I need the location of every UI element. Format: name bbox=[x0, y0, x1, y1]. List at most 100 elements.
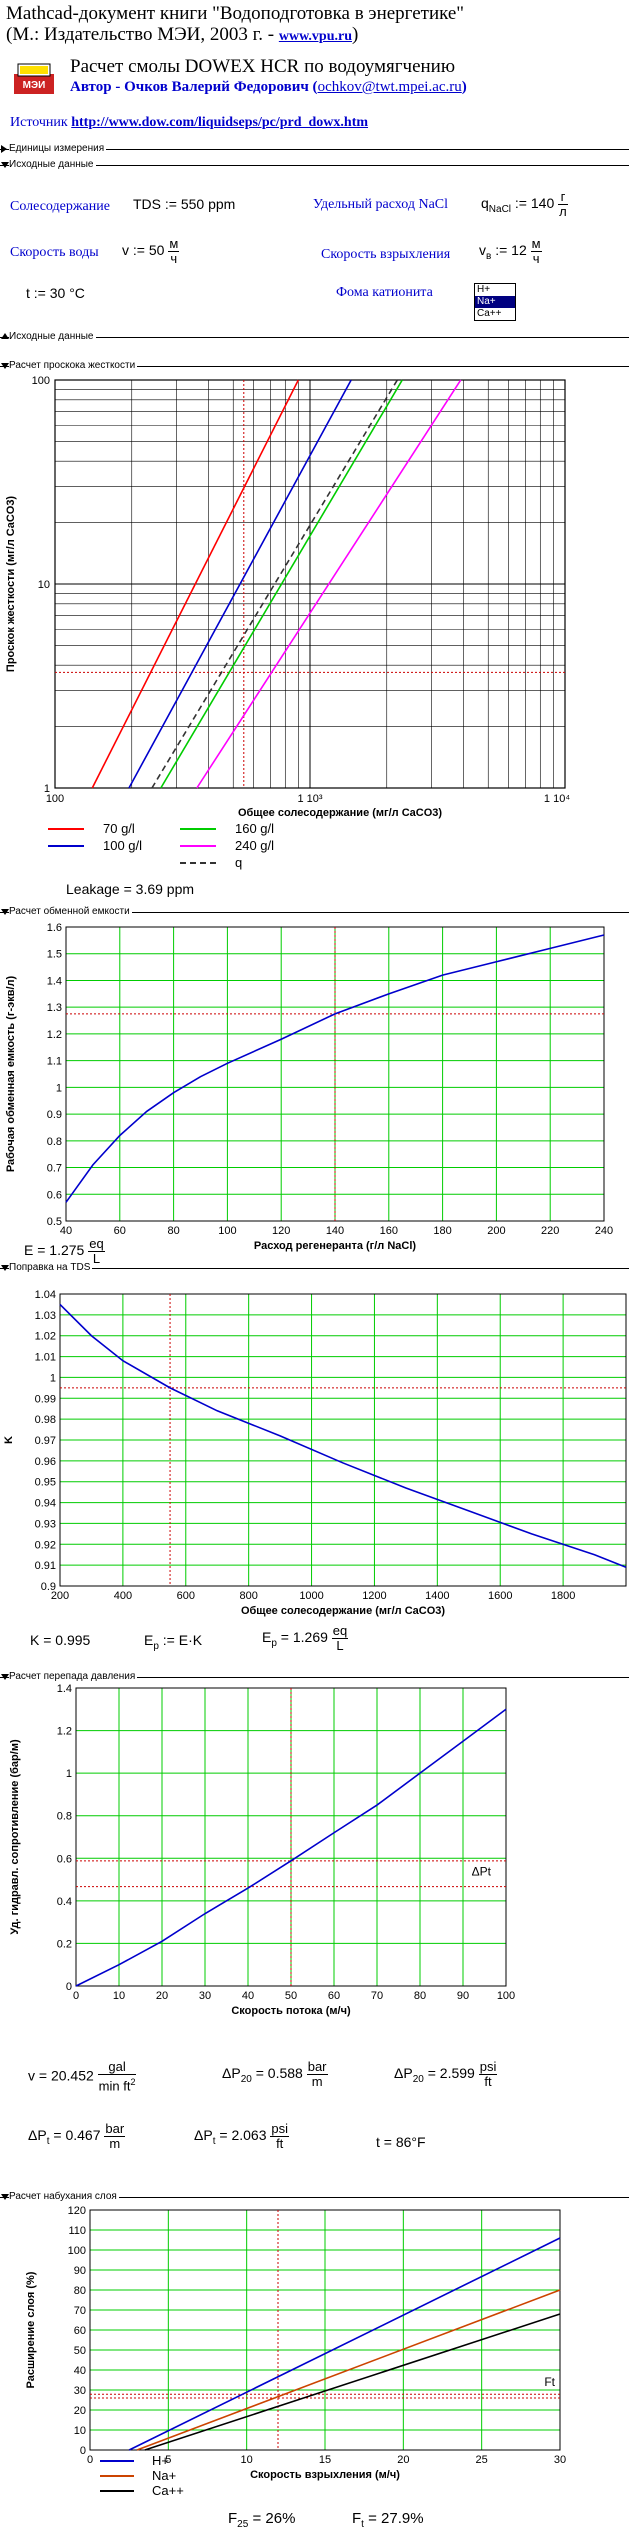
chart-annotation: ΔPt bbox=[472, 1864, 492, 1878]
y-tick-label: 0.2 bbox=[57, 1938, 72, 1950]
x-tick-label: 60 bbox=[114, 1225, 126, 1237]
cation-option-h[interactable]: H+ bbox=[475, 284, 515, 296]
y-tick-label: 0.97 bbox=[35, 1435, 56, 1447]
x-tick-label: 1400 bbox=[425, 1590, 449, 1602]
x-tick-label: 15 bbox=[319, 2454, 331, 2466]
source-label: Источник bbox=[10, 115, 71, 130]
section-units[interactable]: Единицы измерения bbox=[0, 142, 629, 156]
y-tick-label: 0.8 bbox=[47, 1136, 62, 1148]
x-axis-label: Скорость потока (м/ч) bbox=[231, 2005, 351, 2017]
x-tick-label: 120 bbox=[272, 1225, 290, 1237]
y-tick-label: 1.4 bbox=[57, 1683, 72, 1695]
y-tick-label: 1.2 bbox=[47, 1029, 62, 1041]
legend-label: 240 g/l bbox=[235, 838, 274, 853]
source-line: Источник http://www.dow.com/liquidseps/p… bbox=[10, 115, 368, 131]
x-tick-label: 240 bbox=[595, 1225, 613, 1237]
K-result: K = 0.995 bbox=[30, 1632, 90, 1648]
expand-arrow-icon[interactable] bbox=[1, 363, 9, 369]
y-tick-label: 120 bbox=[68, 2205, 86, 2217]
cation-option-na[interactable]: Na+ bbox=[475, 296, 515, 308]
y-tick-label: 100 bbox=[32, 375, 50, 387]
temp-expression[interactable]: t := 30 °C bbox=[26, 285, 85, 301]
y-tick-label: 0.93 bbox=[35, 1518, 56, 1530]
nacl-label: Удельный расход NaCl bbox=[313, 197, 448, 213]
y-tick-label: 0.95 bbox=[35, 1477, 56, 1489]
y-tick-label: 1.4 bbox=[47, 975, 62, 987]
x-tick-label: 70 bbox=[371, 1990, 383, 2002]
y-tick-label: 0 bbox=[80, 2445, 86, 2457]
x-axis-label: Общее солесодержание (мг/л CaCO3) bbox=[238, 807, 442, 819]
chart-annotation: Ft bbox=[544, 2375, 555, 2389]
y-tick-label: 10 bbox=[38, 579, 50, 591]
y-tick-label: 0.8 bbox=[57, 1811, 72, 1823]
tds-unit: ppm bbox=[208, 196, 235, 212]
source-link[interactable]: http://www.dow.com/liquidseps/pc/prd_dow… bbox=[71, 115, 368, 130]
author-email-link[interactable]: ochkov@twt.mpei.ac.ru bbox=[318, 79, 462, 95]
section-hardness[interactable]: Расчет проскока жесткости bbox=[0, 359, 629, 373]
speed-label: Скорость воды bbox=[10, 245, 99, 261]
y-tick-label: 0 bbox=[66, 1981, 72, 1993]
x-tick-label: 600 bbox=[177, 1590, 195, 1602]
x-tick-label: 20 bbox=[397, 2454, 409, 2466]
y-tick-label: 20 bbox=[74, 2405, 86, 2417]
y-tick-label: 1 bbox=[44, 783, 50, 795]
section-input[interactable]: Исходные данные bbox=[0, 158, 629, 172]
collapse-arrow-icon[interactable] bbox=[1, 145, 7, 153]
expand-arrow-icon[interactable] bbox=[1, 162, 9, 168]
author-name: Автор - Очков Валерий Федорович ( bbox=[70, 79, 318, 95]
cation-listbox[interactable]: H+ Na+ Ca++ bbox=[474, 283, 516, 321]
dP20-bar-result: ΔP20 = 0.588 bar m bbox=[222, 2060, 328, 2089]
y-tick-label: 1.2 bbox=[57, 1726, 72, 1738]
x-tick-label: 1 10⁴ bbox=[544, 793, 570, 805]
tds-expression[interactable]: TDS := 550 ppm bbox=[133, 196, 235, 212]
y-tick-label: 90 bbox=[74, 2265, 86, 2277]
mei-logo: МЭИ bbox=[12, 60, 56, 100]
expand-arrow-icon[interactable] bbox=[1, 1265, 9, 1271]
x-tick-label: 20 bbox=[156, 1990, 168, 2002]
y-tick-label: 1.1 bbox=[47, 1056, 62, 1068]
y-tick-label: 0.9 bbox=[41, 1581, 56, 1593]
legend-label: H+ bbox=[152, 2453, 169, 2468]
y-tick-label: 0.99 bbox=[35, 1393, 56, 1405]
y-tick-label: 0.91 bbox=[35, 1560, 56, 1572]
x-tick-label: 100 bbox=[497, 1990, 515, 2002]
x-tick-label: 80 bbox=[167, 1225, 179, 1237]
section-input-end[interactable]: Исходные данные bbox=[0, 330, 629, 344]
publisher-text: (М.: Издательство МЭИ, 2003 г. - bbox=[6, 24, 279, 45]
y-tick-label: 60 bbox=[74, 2325, 86, 2337]
y-tick-label: 1.02 bbox=[35, 1331, 56, 1343]
y-tick-label: 0.6 bbox=[57, 1853, 72, 1865]
y-axis-label: Проскок жесткости (мг/л CaCO3) bbox=[5, 496, 17, 673]
y-tick-label: 0.94 bbox=[35, 1498, 56, 1510]
vpu-link[interactable]: www.vpu.ru bbox=[279, 29, 352, 44]
cation-option-ca[interactable]: Ca++ bbox=[475, 308, 515, 320]
collapse-up-icon[interactable] bbox=[1, 333, 9, 339]
y-tick-label: 70 bbox=[74, 2305, 86, 2317]
publisher-close: ) bbox=[352, 24, 358, 45]
y-tick-label: 100 bbox=[68, 2245, 86, 2257]
y-tick-label: 1 bbox=[66, 1768, 72, 1780]
x-tick-label: 1600 bbox=[488, 1590, 512, 1602]
Ft-result: Ft = 27.9% bbox=[352, 2510, 424, 2530]
pressure-drop-chart: 0 10 20 30 40 50 60 70 80 90 10000.20.40.60.811.21… bbox=[0, 1680, 629, 2030]
Ep-definition: Ep := E·K bbox=[144, 1632, 202, 1652]
y-tick-label: 1 bbox=[50, 1372, 56, 1384]
y-tick-label: 1.03 bbox=[35, 1310, 56, 1322]
x-tick-label: 90 bbox=[457, 1990, 469, 2002]
y-tick-label: 0.5 bbox=[47, 1216, 62, 1228]
y-axis-label: Расширение слоя (%) bbox=[25, 2271, 37, 2388]
x-tick-label: 40 bbox=[242, 1990, 254, 2002]
tds-label: Солесодержание bbox=[10, 199, 110, 215]
x-tick-label: 200 bbox=[487, 1225, 505, 1237]
section-input-label: Исходные данные bbox=[9, 158, 96, 172]
dPt-bar-result: ΔPt = 0.467 bar m bbox=[28, 2122, 125, 2151]
y-tick-label: 50 bbox=[74, 2345, 86, 2357]
tds-correction-chart: 200 400 600 800 1000 1200 1400 1600 1800 0.9 0.91 0… bbox=[0, 1280, 629, 1620]
tds-expr[interactable]: TDS := 550 bbox=[133, 196, 204, 212]
x-tick-label: 800 bbox=[239, 1590, 257, 1602]
y-tick-label: 80 bbox=[74, 2285, 86, 2297]
doc-title-line1: Mathcad-документ книги "Водоподготовка в… bbox=[6, 3, 464, 25]
